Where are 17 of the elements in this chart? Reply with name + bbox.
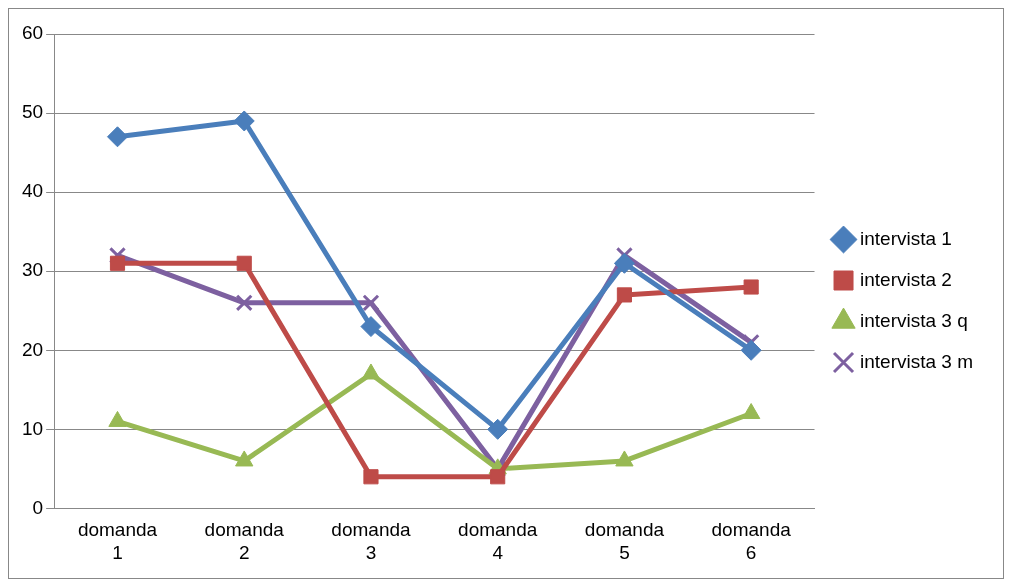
y-tick-label: 20 (21, 338, 44, 360)
legend-label: intervista 2 (860, 268, 952, 290)
x-tick-label: domanda 5 (584, 519, 665, 563)
x-tick-label: domanda 1 (77, 519, 158, 563)
x-tick-label: domanda 2 (204, 519, 285, 563)
legend-label: intervista 3 q (860, 309, 968, 331)
legend-label: intervista 1 (860, 227, 952, 249)
y-tick-label: 50 (21, 101, 44, 123)
y-tick-label: 30 (21, 259, 44, 281)
x-tick-label: domanda 3 (331, 519, 412, 563)
y-tick-label: 60 (21, 22, 44, 44)
x-tick-label: domanda 4 (458, 519, 538, 563)
y-tick-label: 0 (32, 496, 44, 518)
x-tick-label: domanda 6 (711, 519, 792, 563)
y-tick-label: 10 (21, 417, 44, 439)
legend-label: intervista 3 m (860, 350, 973, 372)
y-tick-label: 40 (21, 180, 44, 202)
